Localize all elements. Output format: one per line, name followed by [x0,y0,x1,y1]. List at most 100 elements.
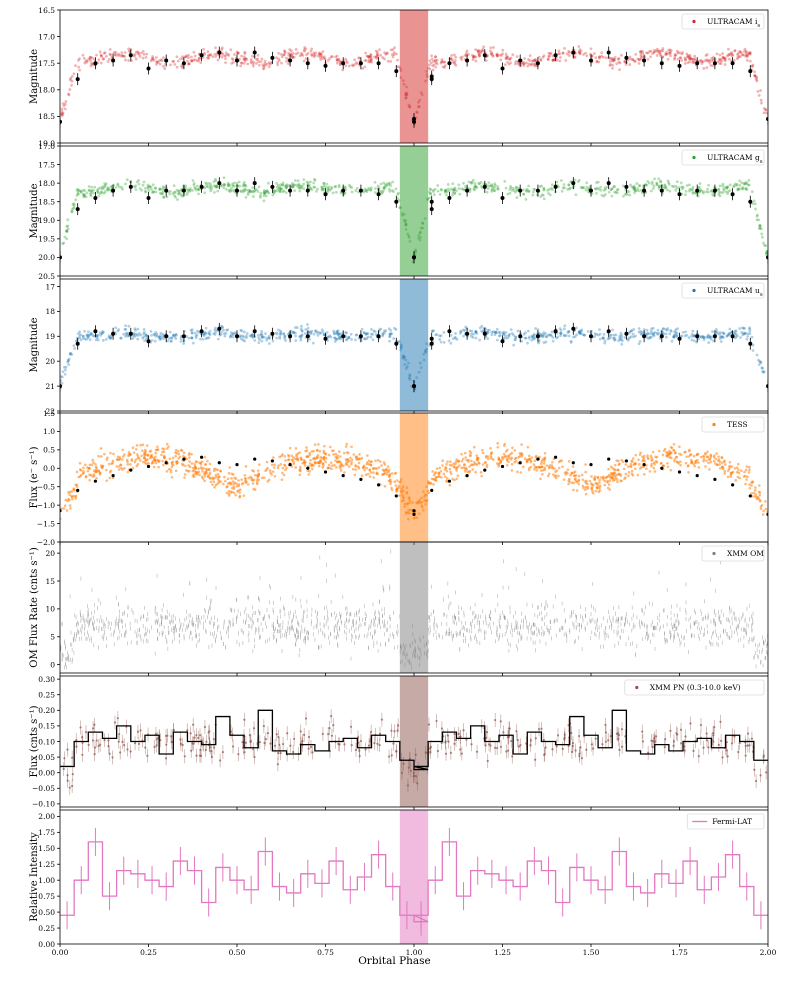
binned-point [482,53,487,58]
data-point [439,340,443,344]
data-point [653,331,657,334]
data-point [503,442,507,446]
data-point [595,191,598,195]
data-point [404,358,408,362]
data-point [746,332,750,336]
data-point [250,60,253,63]
data-point [226,52,230,56]
data-point [734,336,737,340]
data-point [382,329,386,333]
data-point [75,470,79,474]
data-point [206,56,209,60]
data-point [148,184,152,188]
data-point [68,352,72,356]
data-point [619,474,623,477]
data-point [263,61,267,65]
data-point [683,334,687,338]
data-point [727,47,730,51]
data-point [467,460,470,463]
data-point [651,52,654,55]
data-point [392,190,395,193]
data-point [197,56,201,60]
data-point [111,459,115,463]
binned-point [323,192,328,197]
data-point [641,52,644,55]
data-point [480,49,484,53]
data-point [651,450,655,454]
data-point [672,185,676,188]
data-point [480,324,484,328]
data-point [362,337,366,341]
data-point [759,98,763,102]
data-point [612,58,616,62]
data-point [229,490,233,494]
data-point [258,338,261,342]
data-point [68,493,71,496]
data-point [60,112,63,116]
data-point [277,59,281,63]
data-point [364,51,368,55]
data-point [534,64,538,68]
data-point [279,52,283,56]
data-point [246,191,250,195]
data-point [633,191,637,195]
data-point [675,455,678,459]
data-point [721,56,725,59]
data-point [134,458,137,462]
data-point [109,53,112,57]
data-point [573,178,577,182]
data-point [279,187,283,191]
data-point [472,55,476,58]
data-point [578,331,582,334]
data-point [539,58,543,61]
data-point [561,51,565,55]
data-point [527,58,530,61]
data-point [474,470,477,474]
data-point [210,185,213,189]
data-point [403,363,407,366]
data-point [229,482,233,486]
data-point [315,189,318,193]
data-point [283,337,286,340]
binned-point [394,494,398,498]
data-point [496,185,500,189]
data-point [664,53,667,56]
data-point [765,253,768,256]
data-point [503,179,507,183]
data-point [575,333,579,337]
data-point [260,332,264,335]
data-point [242,57,246,61]
data-point [275,181,278,185]
data-point [454,460,458,463]
data-point [240,61,243,65]
data-point [737,468,740,472]
data-point [181,462,184,466]
data-point [674,188,677,192]
data-point [711,193,714,197]
data-point [244,465,248,468]
data-point [89,191,93,195]
data-point [124,331,128,335]
data-point [424,349,427,352]
data-point [477,49,481,52]
data-point [611,187,614,190]
data-point [83,61,87,65]
data-point [347,465,351,468]
binned-point [447,479,451,483]
data-point [516,470,519,474]
binned-point [553,184,558,189]
data-point [428,67,432,71]
data-point [619,331,623,335]
data-point [742,332,746,336]
data-point [736,462,740,466]
data-point [627,337,630,341]
data-point [233,53,236,56]
data-point [364,188,368,192]
data-point [733,49,737,53]
data-point [177,189,181,193]
data-point [568,480,571,484]
data-point [138,187,142,190]
data-point [227,494,231,497]
data-point [764,244,768,247]
data-point [149,59,153,63]
